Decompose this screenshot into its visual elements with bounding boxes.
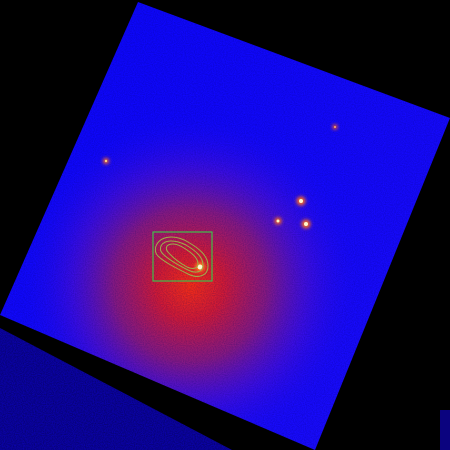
point-source xyxy=(332,124,338,130)
point-source xyxy=(103,158,109,164)
point-source xyxy=(301,219,311,229)
contours xyxy=(154,236,209,277)
point-sources xyxy=(103,124,338,272)
point-source xyxy=(296,196,306,206)
edge-patch xyxy=(440,410,450,450)
region-box[interactable] xyxy=(152,231,213,282)
point-source xyxy=(274,217,282,225)
region-overlay[interactable] xyxy=(152,231,213,282)
